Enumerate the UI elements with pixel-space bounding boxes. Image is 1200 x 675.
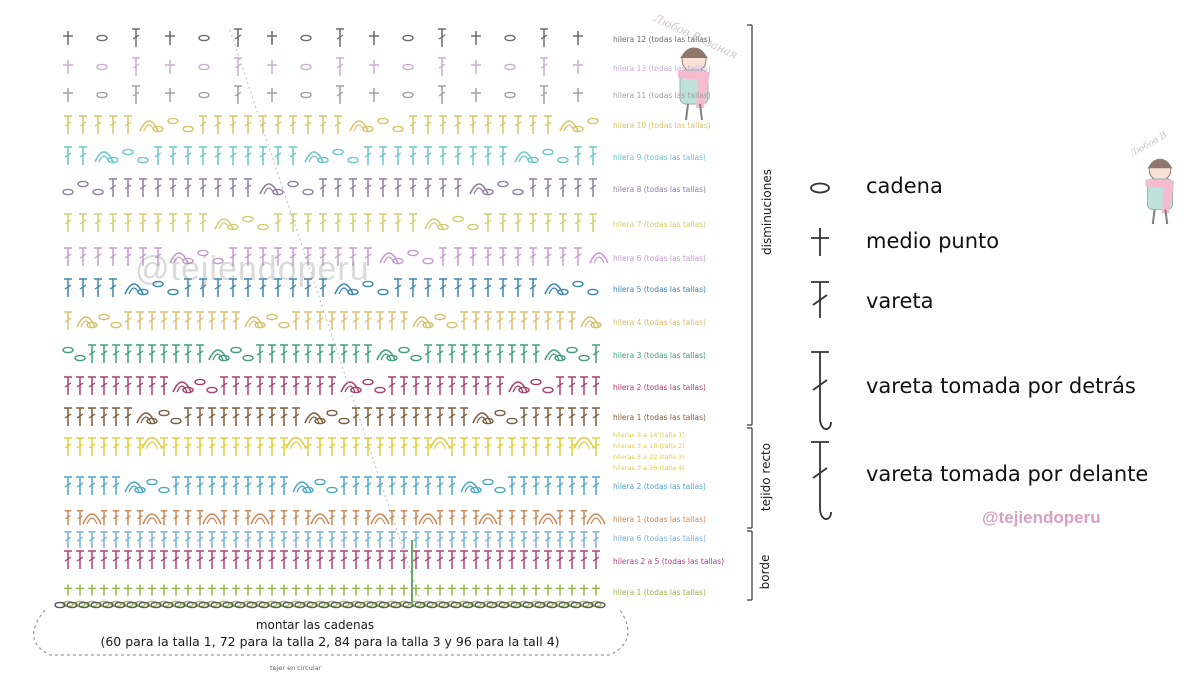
chart-row <box>63 85 583 104</box>
row-label: hilera 6 (todas las tallas) <box>613 534 706 543</box>
row-label: hilera 1 (todas las tallas) <box>613 413 706 422</box>
chart-row <box>64 213 597 232</box>
legend-label-back-post: vareta tomada por detrás <box>866 374 1136 398</box>
legend-label-double-crochet: vareta <box>866 289 934 313</box>
single-crochet-icon <box>811 228 829 256</box>
chart-row <box>64 407 600 426</box>
foundation-chain <box>54 601 606 609</box>
girl-illustration-small <box>1145 158 1175 225</box>
chart-row <box>63 57 583 76</box>
chart-row <box>64 311 602 330</box>
row-label: hileras 3 a 22 (talla 3) <box>613 453 685 461</box>
row-label: hilera 7 (todas las tallas) <box>613 220 706 229</box>
diagonal-guide <box>229 29 421 601</box>
chain-icon <box>810 182 830 194</box>
chart-row <box>64 531 600 549</box>
chart-row <box>64 146 597 165</box>
row-label: hilera 1 (todas las tallas) <box>613 588 706 597</box>
chart-row <box>62 584 602 608</box>
row-label: hilera 1 (todas las tallas) <box>613 515 706 524</box>
row-label: hilera 2 (todas las tallas) <box>613 383 706 392</box>
row-label: hilera 13 (todas las tallas) <box>613 64 711 73</box>
cast-on-detail: (60 para la talla 1, 72 para la talla 2,… <box>100 634 560 649</box>
chart-row <box>64 247 609 266</box>
double-crochet-icon <box>811 281 829 318</box>
front-post-dc-icon <box>811 441 832 520</box>
group-label-disminuciones: disminuciones <box>760 169 774 255</box>
cast-on-outline <box>33 609 629 656</box>
row-label: hilera 9 (todas las tallas) <box>613 153 706 162</box>
row-label: hilera 11 (todas las tallas) <box>613 91 711 100</box>
chart-row <box>64 476 600 495</box>
cast-on-title: montar las cadenas <box>255 618 375 632</box>
bracket-borde <box>747 530 753 601</box>
row-label: hileras 2 a 5 (todas las tallas) <box>613 557 725 566</box>
row-label: hilera 12 (todas las tallas) <box>613 35 711 44</box>
row-label: hilera 6 (todas las tallas) <box>613 254 706 263</box>
legend-label-chain: cadena <box>866 174 943 198</box>
row-label: hileras 3 a 14 (talla 1) <box>613 431 685 439</box>
legend-symbols <box>810 182 832 520</box>
row-label: hileras 3 a 18 (talla 2) <box>613 442 685 450</box>
row-label: hilera 4 (todas las tallas) <box>613 318 706 327</box>
group-label-tejido-recto: tejido recto <box>759 442 773 512</box>
chart-row <box>62 344 600 363</box>
girl-illustration <box>678 47 710 121</box>
bracket-tejido-recto <box>747 427 753 529</box>
legend-label-front-post: vareta tomada por delante <box>866 462 1149 486</box>
instagram-handle: @tejiendoperu <box>982 508 1101 527</box>
watermark: @tejiendoperu <box>135 250 370 288</box>
chart-row <box>64 115 599 134</box>
row-label: hilera 2 (todas las tallas) <box>613 482 706 491</box>
chart-row <box>64 376 600 395</box>
chart-body <box>54 28 609 609</box>
row-label: hilera 3 (todas las tallas) <box>613 351 706 360</box>
straight-section <box>64 436 600 456</box>
row-label: hilera 10 (todas las tallas) <box>613 121 711 130</box>
chart-row <box>64 510 606 526</box>
legend-label-single-crochet: medio punto <box>866 229 1000 253</box>
back-post-dc-icon <box>811 351 832 430</box>
chart-row <box>63 28 583 47</box>
circular-note: tejer en circular <box>270 664 322 672</box>
group-label-borde: borde <box>758 554 772 590</box>
chart-row <box>62 178 597 197</box>
row-label: hilera 5 (todas las tallas) <box>613 285 706 294</box>
row-label: hileras 3 a 26 (talla 4) <box>613 464 685 472</box>
bracket-disminuciones <box>747 24 753 426</box>
row-label: hilera 8 (todas las tallas) <box>613 185 706 194</box>
chart-row <box>64 278 599 297</box>
chart-row <box>64 550 600 569</box>
